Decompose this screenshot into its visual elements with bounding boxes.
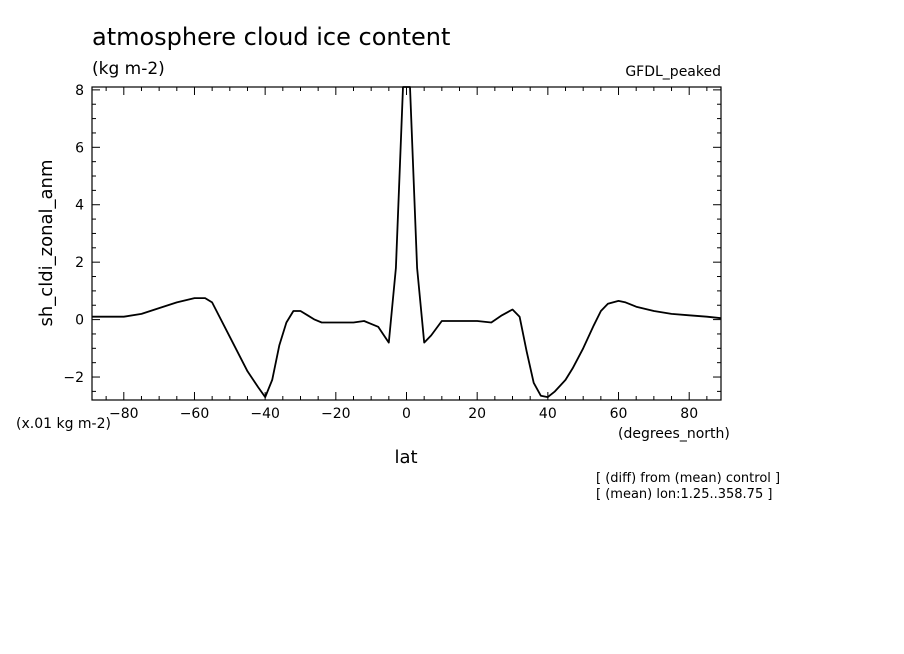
x-units-label: (degrees_north) [618, 426, 730, 442]
axis-ticks [92, 87, 721, 400]
y-tick-label: 2 [75, 255, 84, 271]
x-tick-label: 80 [680, 406, 698, 422]
y-tick-labels: −2 0 2 4 6 8 [63, 83, 84, 386]
x-tick-label: 40 [539, 406, 557, 422]
x-axis-title: lat [394, 447, 417, 468]
chart-title: atmosphere cloud ice content [92, 23, 450, 51]
x-tick-label: 0 [402, 406, 411, 422]
y-scale-note: (x.01 kg m-2) [16, 416, 111, 432]
y-tick-label: 4 [75, 198, 84, 214]
y-tick-label: 0 [75, 313, 84, 329]
series-line [92, 86, 722, 399]
units-label: (kg m-2) [92, 59, 165, 79]
x-tick-label: −40 [250, 406, 280, 422]
x-tick-label: −20 [321, 406, 351, 422]
y-tick-label: 8 [75, 83, 84, 99]
x-tick-label: 60 [610, 406, 628, 422]
model-label: GFDL_peaked [625, 64, 721, 80]
x-tick-label: 20 [468, 406, 486, 422]
y-tick-label: 6 [75, 140, 84, 156]
y-axis-title: sh_cldi_zonal_anm [36, 160, 57, 327]
y-tick-label: −2 [63, 370, 84, 386]
annotation-mean: [ (mean) lon:1.25..358.75 ] [596, 487, 772, 502]
plot-frame [91, 86, 722, 401]
x-tick-label: −80 [109, 406, 139, 422]
x-tick-label: −60 [180, 406, 210, 422]
annotation-diff: [ (diff) from (mean) control ] [596, 471, 780, 486]
x-tick-labels: −80 −60 −40 −20 0 20 40 60 80 [109, 406, 698, 422]
